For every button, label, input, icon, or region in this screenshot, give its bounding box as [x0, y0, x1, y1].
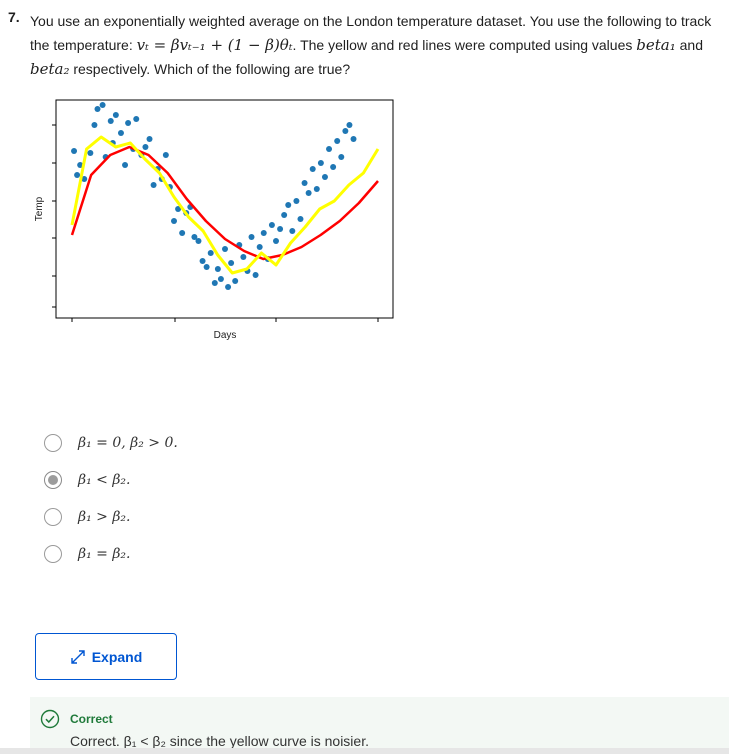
feedback-status: Correct — [70, 712, 113, 726]
data-point — [146, 136, 153, 142]
data-point — [305, 190, 312, 196]
option-2-label: β₁ < β₂. — [78, 471, 131, 488]
feedback-panel: Correct Correct. β₁ < β₂ since the yello… — [30, 697, 729, 754]
data-point — [150, 182, 157, 188]
x-ticks — [71, 318, 379, 322]
option-1-label: β₁ = 0, β₂ > 0. — [78, 434, 178, 451]
data-point — [71, 148, 78, 154]
option-3-radio[interactable] — [44, 507, 62, 526]
data-point — [94, 106, 101, 112]
data-point — [256, 244, 263, 250]
data-point — [207, 250, 214, 256]
option-1-radio[interactable] — [44, 433, 62, 452]
data-point — [301, 180, 308, 186]
option-2[interactable]: β₁ < β₂. — [44, 461, 178, 498]
data-point — [293, 198, 300, 204]
data-point — [277, 226, 284, 232]
option-3[interactable]: β₁ > β₂. — [44, 498, 178, 535]
check-circle-icon — [40, 709, 60, 729]
yellow-series-line — [70, 135, 380, 275]
question-formula: vₜ = βvₜ₋₁ + (1 − β)θₜ — [136, 36, 293, 54]
question-text: You use an exponentially weighted averag… — [30, 9, 729, 81]
data-point — [309, 166, 316, 172]
data-point — [107, 118, 114, 124]
question-beta2: beta₂ — [30, 60, 70, 78]
data-point — [191, 234, 198, 240]
data-point — [211, 280, 218, 286]
data-point — [142, 144, 149, 150]
answer-options: β₁ = 0, β₂ > 0. β₁ < β₂. β₁ > β₂. β₁ = β… — [44, 424, 178, 572]
data-point — [74, 172, 81, 178]
data-point — [273, 238, 279, 244]
question-mid: . The yellow and red lines were computed… — [292, 37, 633, 53]
data-point — [222, 246, 228, 252]
data-point — [122, 162, 129, 168]
data-point — [217, 276, 224, 282]
data-point — [317, 160, 324, 166]
question-number: 7. — [8, 9, 20, 25]
data-point — [285, 202, 292, 208]
data-point — [240, 254, 247, 260]
data-point — [248, 234, 255, 240]
data-point — [281, 212, 288, 218]
data-point — [268, 222, 275, 228]
data-point — [87, 150, 94, 156]
data-point — [203, 264, 210, 270]
question-beta1: beta₁ — [636, 36, 676, 54]
radio-selected-dot — [48, 474, 58, 485]
data-point — [346, 122, 353, 128]
series-lines — [70, 135, 380, 275]
data-point — [313, 186, 320, 192]
data-point — [195, 238, 202, 244]
question-outro: respectively. Which of the following are… — [69, 61, 351, 77]
data-point — [162, 152, 169, 158]
data-point — [289, 228, 296, 234]
option-4-label: β₁ = β₂. — [78, 545, 131, 562]
data-point — [175, 206, 182, 212]
data-point — [77, 162, 84, 168]
option-2-radio[interactable] — [44, 470, 62, 489]
question-intro: You use an exponentially weighted averag… — [30, 13, 712, 53]
data-point — [252, 272, 259, 278]
y-axis-label: Temp — [34, 196, 45, 221]
option-3-label: β₁ > β₂. — [78, 508, 131, 525]
y-ticks — [52, 124, 56, 308]
data-point — [199, 258, 206, 264]
data-point — [326, 146, 333, 152]
data-point — [350, 136, 357, 142]
expand-icon — [71, 649, 85, 664]
data-point — [338, 154, 345, 160]
data-point — [334, 138, 341, 144]
data-point — [321, 174, 328, 180]
data-point — [297, 216, 304, 222]
data-point — [228, 260, 235, 266]
data-point — [260, 230, 267, 236]
data-point — [225, 284, 232, 290]
data-point — [99, 102, 106, 108]
data-point — [125, 120, 132, 126]
expand-button[interactable]: Expand — [35, 633, 177, 680]
data-point — [117, 130, 124, 136]
x-axis-label: Days — [214, 330, 237, 341]
data-point — [179, 230, 186, 236]
red-series-line — [70, 145, 379, 261]
data-point — [81, 176, 88, 182]
data-point — [342, 128, 349, 134]
option-1[interactable]: β₁ = 0, β₂ > 0. — [44, 424, 178, 461]
plot-frame — [55, 99, 394, 319]
data-point — [133, 116, 140, 122]
question-and: and — [675, 37, 703, 53]
data-point — [214, 266, 221, 272]
data-point — [91, 122, 98, 128]
bottom-divider — [0, 748, 729, 754]
data-point — [171, 218, 177, 224]
data-point — [232, 278, 239, 284]
data-point — [112, 112, 119, 118]
feedback-text: Correct. β₁ < β₂ since the yellow curve … — [70, 733, 369, 749]
option-4-radio[interactable] — [44, 544, 62, 563]
expand-label: Expand — [91, 648, 143, 665]
option-4[interactable]: β₁ = β₂. — [44, 535, 178, 572]
temperature-chart: Days Temp — [34, 99, 394, 341]
data-point — [330, 164, 337, 170]
